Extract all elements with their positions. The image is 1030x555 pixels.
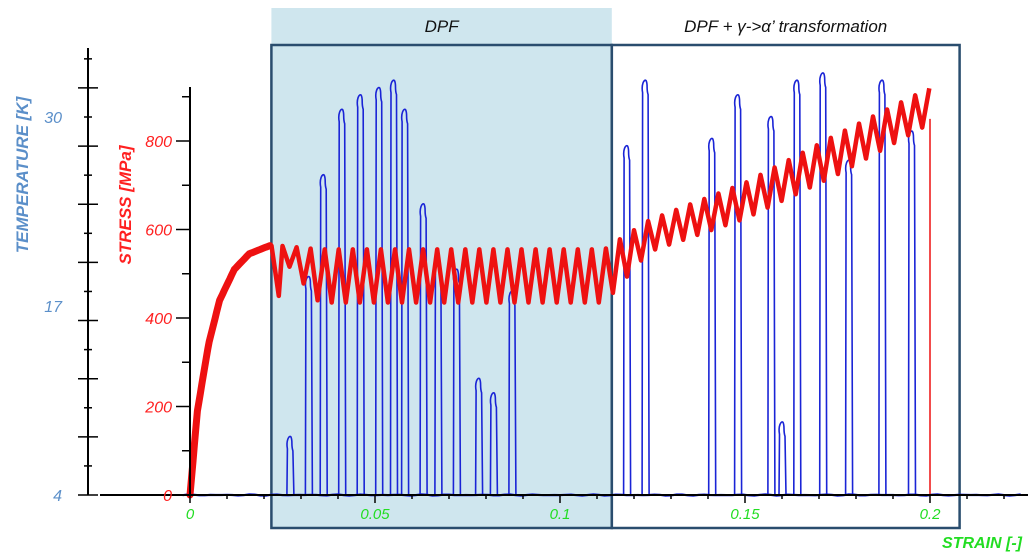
temperature-spike <box>356 94 365 496</box>
temperature-spike <box>400 108 410 496</box>
x-tick-label: 0.15 <box>730 506 760 523</box>
stress-tick-label: 400 <box>145 311 172 328</box>
temperature-spike <box>622 144 632 496</box>
dpf-region-label: DPF <box>425 17 461 36</box>
axes-layer: 0 0.05 0.1 0.15 0.2 0 200 400 600 800 4 17 30 <box>44 48 1028 523</box>
temperature-axis-title: TEMPERATURE [K] <box>13 95 32 253</box>
stress-tick-label: 200 <box>144 400 172 417</box>
temperature-spike <box>793 79 802 496</box>
x-tick-label: 0.1 <box>550 506 571 523</box>
temperature-spike <box>489 392 499 496</box>
temperature-spike <box>733 94 743 496</box>
temperature-spike <box>337 108 347 496</box>
stress-serrated-curve <box>269 87 932 305</box>
temperature-spike <box>374 86 384 496</box>
temperature-spike <box>818 72 828 496</box>
temperature-spike <box>389 79 399 496</box>
temperature-spike <box>844 159 854 496</box>
temperature-spike <box>419 203 428 496</box>
temperature-series <box>182 72 1021 497</box>
x-tick-label: 0.05 <box>360 506 390 523</box>
temperature-spike <box>878 79 887 496</box>
temperature-spike <box>474 377 484 496</box>
temperature-spike <box>778 421 787 496</box>
temperature-spike <box>641 79 650 496</box>
label-layer: DPF DPF + γ->α’ transformation STRAIN [-] S… <box>13 17 1023 552</box>
x-tick-label: 0.2 <box>920 506 942 523</box>
stress-tick-label: 600 <box>145 223 172 240</box>
x-tick-label: 0 <box>186 506 195 523</box>
stress-tick-label: 0 <box>163 488 172 505</box>
temperature-tick-label: 4 <box>53 488 62 505</box>
temperature-spike <box>319 173 328 496</box>
stress-elastic-curve <box>186 242 274 499</box>
temperature-tick-label: 30 <box>44 110 62 127</box>
temperature-spike <box>767 115 776 496</box>
stress-tick-label: 800 <box>145 134 172 151</box>
temperature-spike <box>707 137 717 496</box>
stress-axis-title: STRESS [MPa] <box>116 144 135 264</box>
temperature-spike <box>286 435 295 496</box>
transformation-region-label: DPF + γ->α’ transformation <box>684 17 887 36</box>
x-axis-title: STRAIN [-] <box>942 535 1023 552</box>
temperature-tick-label: 17 <box>44 299 63 316</box>
temperature-spike <box>907 130 917 496</box>
